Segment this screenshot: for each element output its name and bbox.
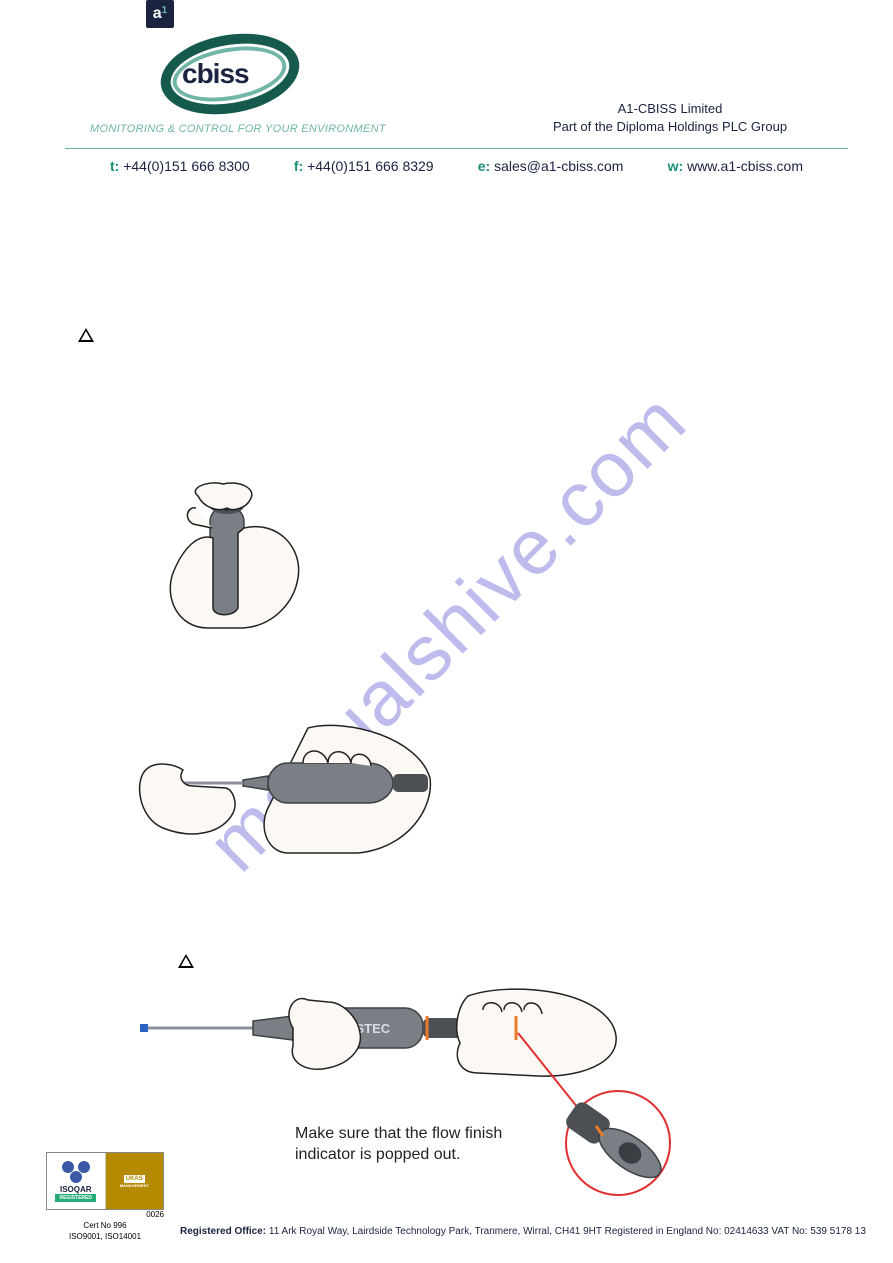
cbiss-logo: cbiss [160,30,310,115]
contact-email: e: sales@a1-cbiss.com [478,158,624,174]
isoqar-badge: ISOQAR REGISTERED [47,1153,106,1209]
cert-number: Cert No 996 [46,1221,164,1230]
isoqar-icon [62,1161,90,1185]
cert-standards: ISO9001, ISO14001 [46,1232,164,1241]
company-group: Part of the Diploma Holdings PLC Group [530,118,810,136]
cert-badges: ISOQAR REGISTERED UKAS MANAGEMENT 0026 C… [46,1152,164,1241]
figure-1-break-tip [138,478,308,630]
ukas-number: 0026 [46,1210,164,1219]
a1-sup: 1 [162,5,168,16]
header-divider [65,148,848,149]
caution-icon [178,954,194,968]
cbiss-wordmark: cbiss [182,58,249,90]
contact-web: w: www.a1-cbiss.com [668,158,803,174]
figure-3-pull-handle: GASTEC [138,988,698,1198]
logo-block: a1 cbiss MONITORING & CONTROL FOR YOUR E… [90,0,390,135]
figure-2-insert-tube [138,708,434,858]
page: a1 cbiss MONITORING & CONTROL FOR YOUR E… [0,0,893,1263]
figure-3-caption: Make sure that the flow finish indicator… [295,1124,535,1166]
company-name: A1-CBISS Limited [530,100,810,118]
contact-bar: t: +44(0)151 666 8300 f: +44(0)151 666 8… [65,158,848,174]
a1-icon: a1 [146,0,174,28]
caution-icon [78,328,94,342]
tagline: MONITORING & CONTROL FOR YOUR ENVIRONMEN… [90,123,390,135]
footer-registration: Registered Office: 11 Ark Royal Way, Lai… [180,1226,887,1237]
a1-letter: a [153,5,162,23]
contact-phone: t: +44(0)151 666 8300 [110,158,250,174]
ukas-badge: UKAS MANAGEMENT [106,1153,164,1209]
company-block: A1-CBISS Limited Part of the Diploma Hol… [530,100,810,136]
contact-fax: f: +44(0)151 666 8329 [294,158,434,174]
